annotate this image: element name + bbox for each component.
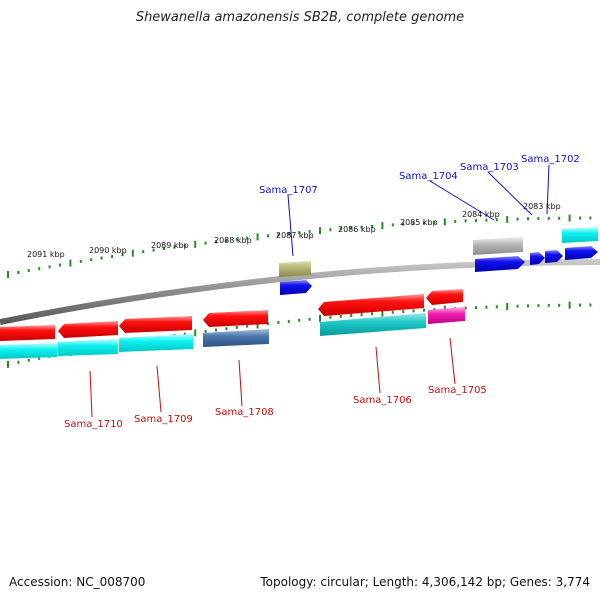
kbp-label: 2090 kbp — [89, 246, 127, 255]
gene-label[interactable]: Sama_1704 — [399, 171, 458, 182]
kbp-scale: 2091 kbp 2090 kbp 2089 kbp 2088 kbp 2087… — [27, 202, 561, 259]
annotation-box[interactable] — [279, 261, 311, 277]
leader-lines-bottom — [89, 337, 456, 418]
kbp-label: 2089 kbp — [151, 241, 189, 250]
gene-label[interactable]: Sama_1703 — [460, 162, 519, 173]
gene-arrow[interactable] — [58, 321, 118, 338]
tick-marks-upper — [7, 214, 592, 278]
gene-label[interactable]: Sama_1705 — [428, 385, 487, 396]
gene-label[interactable]: Sama_1710 — [64, 419, 123, 430]
gene-arrow[interactable] — [565, 246, 598, 260]
kbp-label: 2083 kbp — [523, 202, 561, 211]
forward-strand-genes — [279, 227, 598, 295]
gene-arrow[interactable] — [530, 252, 545, 265]
gene-arrow[interactable] — [545, 250, 563, 263]
gene-label[interactable]: Sama_1702 — [521, 154, 580, 165]
annotation-box[interactable] — [203, 329, 269, 347]
topology-text: Topology: circular; Length: 4,306,142 bp… — [260, 575, 590, 589]
gene-label[interactable]: Sama_1709 — [134, 414, 193, 425]
kbp-label: 2091 kbp — [27, 250, 65, 259]
gene-arrow[interactable] — [318, 294, 424, 316]
kbp-label: 2087 kbp — [276, 231, 314, 240]
accession-text: Accession: NC_008700 — [9, 575, 146, 589]
gene-arrow[interactable] — [426, 289, 463, 305]
annotation-box[interactable] — [428, 307, 465, 324]
kbp-label: 2084 kbp — [462, 210, 500, 219]
kbp-label: 2086 kbp — [338, 225, 376, 234]
leader-lines-top — [287, 164, 550, 257]
gene-arrow[interactable] — [475, 256, 525, 272]
gene-arrow[interactable] — [119, 316, 192, 333]
annotation-box[interactable] — [473, 237, 523, 255]
gene-label[interactable]: Sama_1708 — [215, 407, 274, 418]
kbp-label: 2088 kbp — [214, 236, 252, 245]
reverse-strand-genes — [0, 289, 463, 341]
gene-label[interactable]: Sama_1707 — [259, 185, 318, 196]
gene-arrow[interactable] — [203, 310, 268, 327]
annotation-box[interactable] — [119, 334, 193, 352]
gene-label[interactable]: Sama_1706 — [353, 395, 412, 406]
map-title: Shewanella amazonensis SB2B, complete ge… — [135, 10, 465, 25]
kbp-label: 2085 kbp — [400, 218, 438, 227]
gene-arrow[interactable] — [280, 280, 312, 295]
annotation-box[interactable] — [562, 227, 598, 243]
annotation-box[interactable] — [320, 313, 426, 336]
annotation-box[interactable] — [0, 343, 57, 359]
gene-labels-top: Sama_1707 Sama_1704 Sama_1703 Sama_1702 — [259, 154, 580, 196]
gene-arrow[interactable] — [0, 325, 55, 341]
reverse-strand-annotations — [0, 307, 465, 359]
gene-labels-bottom: Sama_1710 Sama_1709 Sama_1708 Sama_1706 … — [64, 385, 487, 430]
annotation-box[interactable] — [58, 339, 118, 356]
